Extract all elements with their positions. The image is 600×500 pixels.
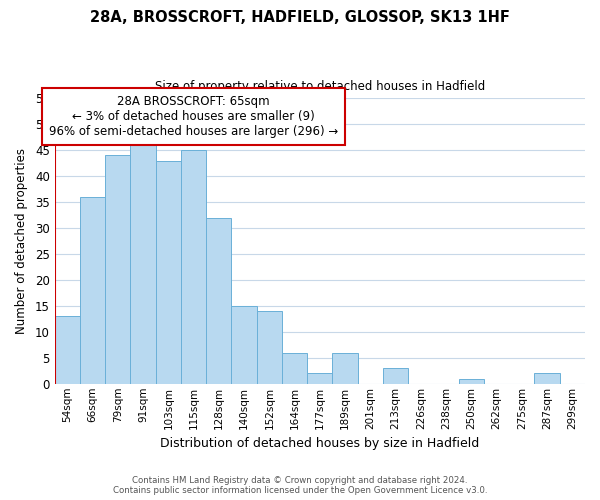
Text: Contains HM Land Registry data © Crown copyright and database right 2024.
Contai: Contains HM Land Registry data © Crown c… bbox=[113, 476, 487, 495]
Bar bbox=[282, 352, 307, 384]
Bar bbox=[232, 306, 257, 384]
Bar bbox=[155, 160, 181, 384]
Title: Size of property relative to detached houses in Hadfield: Size of property relative to detached ho… bbox=[155, 80, 485, 93]
Bar bbox=[257, 311, 282, 384]
X-axis label: Distribution of detached houses by size in Hadfield: Distribution of detached houses by size … bbox=[160, 437, 479, 450]
Bar bbox=[206, 218, 232, 384]
Bar bbox=[459, 378, 484, 384]
Y-axis label: Number of detached properties: Number of detached properties bbox=[15, 148, 28, 334]
Bar bbox=[535, 374, 560, 384]
Bar bbox=[332, 352, 358, 384]
Bar bbox=[307, 374, 332, 384]
Bar bbox=[80, 197, 105, 384]
Text: 28A BROSSCROFT: 65sqm
← 3% of detached houses are smaller (9)
96% of semi-detach: 28A BROSSCROFT: 65sqm ← 3% of detached h… bbox=[49, 95, 338, 138]
Bar bbox=[181, 150, 206, 384]
Bar bbox=[55, 316, 80, 384]
Bar bbox=[130, 145, 155, 384]
Bar bbox=[105, 156, 130, 384]
Bar bbox=[383, 368, 408, 384]
Text: 28A, BROSSCROFT, HADFIELD, GLOSSOP, SK13 1HF: 28A, BROSSCROFT, HADFIELD, GLOSSOP, SK13… bbox=[90, 10, 510, 25]
